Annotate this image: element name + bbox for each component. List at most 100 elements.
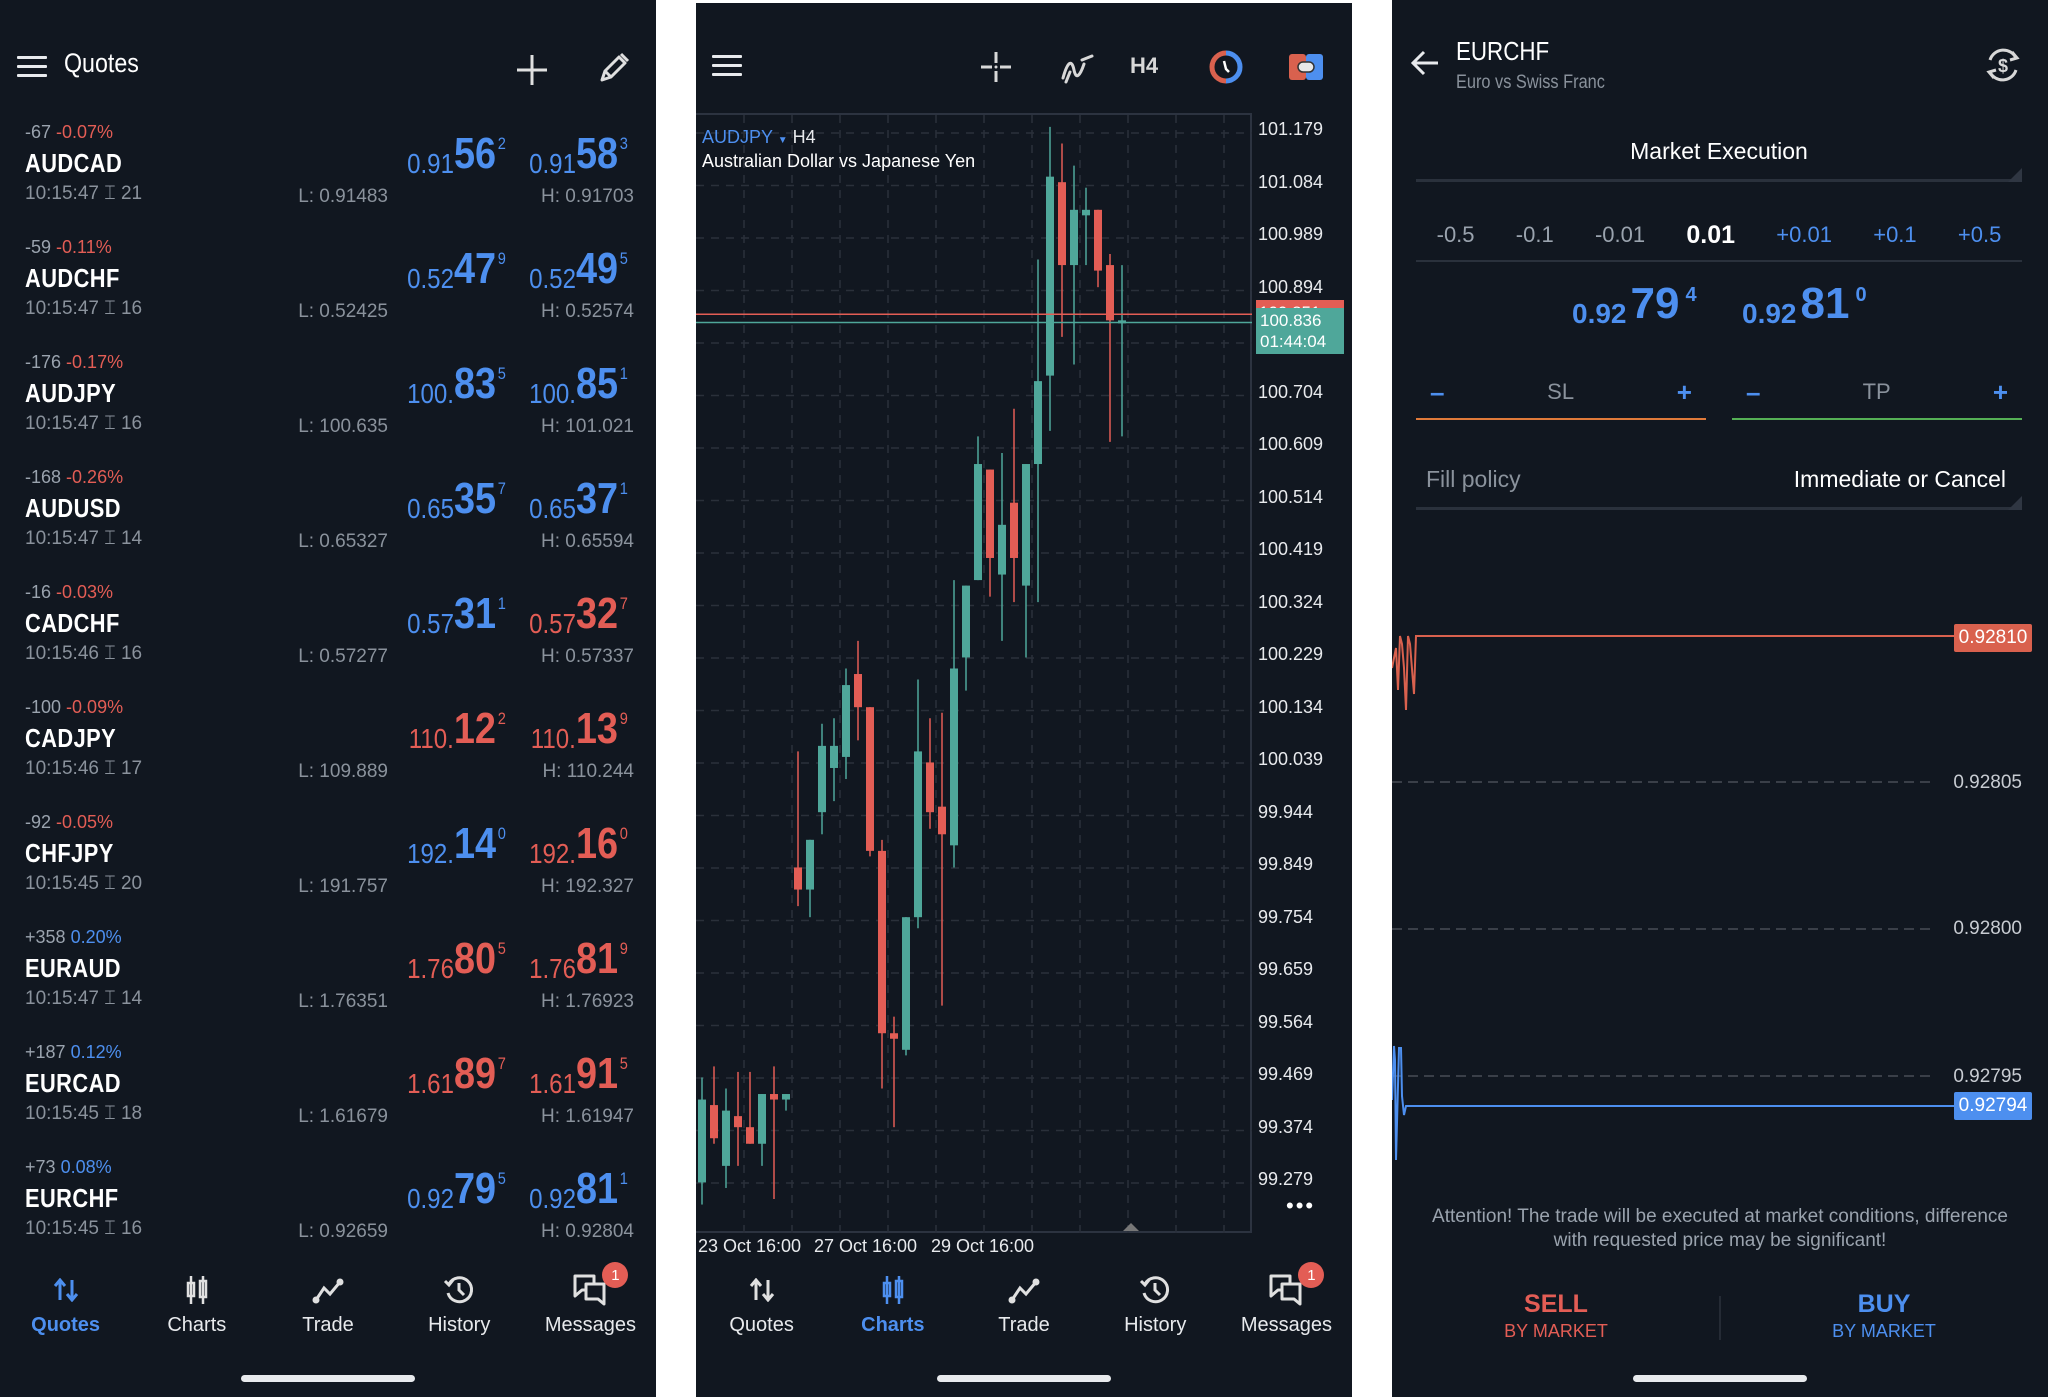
buy-button[interactable]: BUY BY MARKET bbox=[1832, 1290, 1936, 1341]
quote-row[interactable]: +187 0.12% EURCAD 10:15:45 ⌶ 18 1.61 89 7 … bbox=[0, 1042, 656, 1157]
fill-policy-label: Fill policy bbox=[1426, 466, 1521, 492]
nav-messages[interactable]: Messages 1 bbox=[1221, 1262, 1352, 1350]
indicators-icon[interactable] bbox=[1058, 47, 1098, 87]
plus-icon[interactable] bbox=[510, 48, 554, 92]
quote-row[interactable]: -100 -0.09% CADJPY 10:15:46 ⌶ 17 110. 12 2… bbox=[0, 697, 656, 812]
spread-icon: ⌶ bbox=[104, 758, 116, 779]
nav-charts[interactable]: Charts bbox=[827, 1270, 958, 1350]
quote-time: 10:15:45 bbox=[25, 1103, 99, 1124]
price-axis-label: 100.609 bbox=[1258, 434, 1324, 454]
back-arrow-icon[interactable] bbox=[1410, 48, 1440, 83]
price-axis-label: 99.754 bbox=[1258, 906, 1314, 927]
nav-messages[interactable]: Messages 1 bbox=[525, 1262, 656, 1350]
quote-time: 10:15:45 bbox=[25, 873, 99, 894]
nav-quotes[interactable]: Quotes bbox=[0, 1270, 131, 1350]
quote-row[interactable]: -67 -0.07% AUDCAD 10:15:47 ⌶ 21 0.91 56 2 … bbox=[0, 122, 656, 237]
menu-icon[interactable] bbox=[17, 56, 47, 78]
bid-price: 1.76 80 5 bbox=[407, 934, 506, 985]
daily-high: H: 0.91703 bbox=[541, 186, 634, 207]
price-axis-label: 99.849 bbox=[1258, 854, 1314, 874]
scroll-marker-icon[interactable] bbox=[1123, 1221, 1139, 1231]
chart-type-icon[interactable] bbox=[1206, 47, 1246, 87]
quote-row[interactable]: -16 -0.03% CADCHF 10:15:46 ⌶ 16 0.57 31 1 … bbox=[0, 582, 656, 697]
spread-icon: ⌶ bbox=[104, 298, 116, 319]
sl-decrease-button[interactable]: – bbox=[1430, 376, 1445, 407]
ask-price: 110. 13 9 bbox=[530, 704, 628, 755]
home-indicator bbox=[1633, 1375, 1807, 1382]
quote-meta: 10:15:46 ⌶ 16 bbox=[25, 643, 142, 665]
pencil-icon[interactable] bbox=[592, 46, 636, 90]
quotes-header: Quotes bbox=[0, 0, 656, 130]
quote-row[interactable]: -92 -0.05% CHFJPY 10:15:45 ⌶ 20 192. 14 0 … bbox=[0, 812, 656, 927]
dropdown-corner-icon bbox=[2008, 168, 2022, 182]
trade-buttons: SELL BY MARKET BUY BY MARKET bbox=[1392, 1290, 2048, 1350]
spread-icon: ⌶ bbox=[104, 988, 116, 1009]
daily-low: L: 1.61679 bbox=[298, 1106, 388, 1127]
quote-row[interactable]: -168 -0.26% AUDUSD 10:15:47 ⌶ 14 0.65 35 7… bbox=[0, 467, 656, 582]
crosshair-icon[interactable] bbox=[976, 47, 1016, 87]
tp-increase-button[interactable]: + bbox=[1992, 376, 2008, 407]
quote-row[interactable]: -176 -0.17% AUDJPY 10:15:47 ⌶ 16 100. 83 5… bbox=[0, 352, 656, 467]
chart-symbol-selector[interactable]: AUDJPY ▼ H4 bbox=[702, 127, 816, 148]
nav-trade[interactable]: Trade bbox=[262, 1270, 393, 1350]
price-axis-label: 100.419 bbox=[1258, 539, 1324, 559]
volume-step-button[interactable]: -0.1 bbox=[1515, 222, 1554, 247]
daily-change: -16 -0.03% bbox=[25, 582, 113, 603]
quote-time: 10:15:47 bbox=[25, 298, 99, 319]
volume-step-button[interactable]: +0.5 bbox=[1957, 222, 2002, 247]
nav-trade[interactable]: Trade bbox=[958, 1270, 1089, 1350]
candlestick-chart[interactable] bbox=[696, 113, 1252, 1235]
spread-icon: ⌶ bbox=[104, 528, 116, 549]
tp-decrease-button[interactable]: – bbox=[1746, 376, 1761, 407]
change-points: -100 bbox=[25, 697, 62, 717]
take-profit-field[interactable]: – TP + bbox=[1732, 366, 2022, 420]
timeframe-button[interactable]: H4 bbox=[1130, 53, 1159, 78]
spread-value: 16 bbox=[120, 413, 143, 434]
change-points: -16 bbox=[25, 582, 52, 602]
bid-price: 0.65 35 7 bbox=[407, 474, 506, 525]
chart-canvas[interactable] bbox=[696, 115, 1252, 1235]
price-axis-label: 100.134 bbox=[1258, 696, 1324, 717]
volume-step-button[interactable]: +0.01 bbox=[1776, 222, 1832, 247]
sell-button[interactable]: SELL BY MARKET bbox=[1504, 1290, 1608, 1341]
execution-type-value: Market Execution bbox=[1630, 138, 1808, 164]
symbol-name: AUDUSD bbox=[25, 493, 121, 523]
tp-label: TP bbox=[1862, 379, 1891, 404]
symbol-name: EURAUD bbox=[25, 953, 121, 983]
nav-charts[interactable]: Charts bbox=[131, 1270, 262, 1350]
one-click-trading-icon[interactable] bbox=[1286, 47, 1326, 87]
change-percent: -0.11% bbox=[56, 237, 112, 257]
tick-level: 0.92805 bbox=[1953, 772, 2022, 793]
quote-row[interactable]: -59 -0.11% AUDCHF 10:15:47 ⌶ 16 0.52 47 9 … bbox=[0, 237, 656, 352]
quote-row[interactable]: +358 0.20% EURAUD 10:15:47 ⌶ 14 1.76 80 5 … bbox=[0, 927, 656, 1042]
change-points: +358 bbox=[25, 927, 66, 947]
price-axis-label: 99.469 bbox=[1258, 1064, 1314, 1084]
ask-price: 192. 16 0 bbox=[529, 819, 628, 870]
more-options-icon[interactable]: ••• bbox=[1286, 1193, 1316, 1218]
trade-line-icon bbox=[1008, 1270, 1040, 1310]
volume-step-button[interactable]: +0.1 bbox=[1873, 222, 1917, 247]
change-percent: 0.12% bbox=[70, 1042, 122, 1062]
menu-icon[interactable] bbox=[712, 55, 742, 77]
nav-label: History bbox=[1124, 1314, 1187, 1336]
ask-price: 1.61 91 5 bbox=[529, 1049, 628, 1100]
quote-time: 10:15:47 bbox=[25, 413, 99, 434]
currency-exchange-icon[interactable]: $ bbox=[1984, 46, 2022, 89]
spread-icon: ⌶ bbox=[104, 413, 116, 434]
volume-step-button[interactable]: -0.01 bbox=[1594, 222, 1646, 247]
spread-value: 16 bbox=[120, 1218, 143, 1239]
sl-increase-button[interactable]: + bbox=[1676, 376, 1692, 407]
stop-loss-field[interactable]: – SL + bbox=[1416, 366, 1706, 420]
execution-type-select[interactable]: Market Execution bbox=[1416, 138, 2022, 182]
volume-step-button[interactable]: -0.5 bbox=[1436, 222, 1475, 247]
change-percent: -0.09% bbox=[66, 697, 124, 717]
quote-row[interactable]: +73 0.08% EURCHF 10:15:45 ⌶ 16 0.92 79 5 0… bbox=[0, 1157, 656, 1272]
daily-high: H: 110.244 bbox=[542, 761, 634, 782]
daily-high: H: 0.52574 bbox=[541, 301, 634, 322]
volume-value[interactable]: 0.01 bbox=[1686, 220, 1736, 249]
fill-policy-select[interactable]: Fill policy Immediate or Cancel bbox=[1416, 466, 2022, 510]
nav-history[interactable]: History bbox=[1090, 1270, 1221, 1350]
nav-history[interactable]: History bbox=[394, 1270, 525, 1350]
nav-quotes[interactable]: Quotes bbox=[696, 1270, 827, 1350]
time-axis-label: 27 Oct 16:00 bbox=[814, 1236, 918, 1256]
